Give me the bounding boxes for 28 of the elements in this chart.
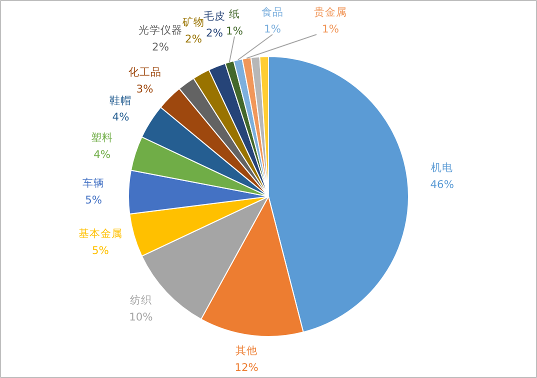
slice-label: 毛皮: [204, 10, 226, 23]
data-label: 4%: [94, 148, 111, 161]
data-label: 5%: [85, 193, 102, 206]
data-label: 12%: [234, 360, 258, 374]
data-label: 1%: [264, 22, 281, 36]
slice-label: 车辆: [82, 176, 105, 190]
data-label: 2%: [206, 26, 223, 40]
slice-label: 鞋帽: [110, 94, 132, 107]
slice-label: 其他: [236, 344, 258, 358]
slice-label: 矿物: [182, 16, 204, 29]
slice-label: 贵金属: [314, 6, 347, 19]
data-label: 2%: [185, 32, 202, 46]
data-label: 1%: [226, 24, 243, 38]
slice-label: 纺织: [130, 294, 152, 307]
data-label: 1%: [322, 22, 339, 36]
slice-label: 塑料: [91, 130, 114, 144]
data-label: 2%: [152, 40, 169, 54]
slice-label: 食品: [262, 6, 284, 19]
slice-label: 纸: [229, 8, 240, 21]
data-label: 46%: [430, 178, 454, 191]
data-label: 3%: [136, 82, 154, 96]
data-label: 5%: [92, 244, 109, 258]
data-label: 10%: [129, 310, 153, 324]
slice-label: 基本金属: [78, 227, 122, 240]
slice-label: 机电: [431, 161, 454, 174]
slice-label: 化工品: [128, 66, 162, 79]
data-label: 4%: [112, 110, 130, 124]
slice-label: 光学仪器: [138, 24, 182, 37]
